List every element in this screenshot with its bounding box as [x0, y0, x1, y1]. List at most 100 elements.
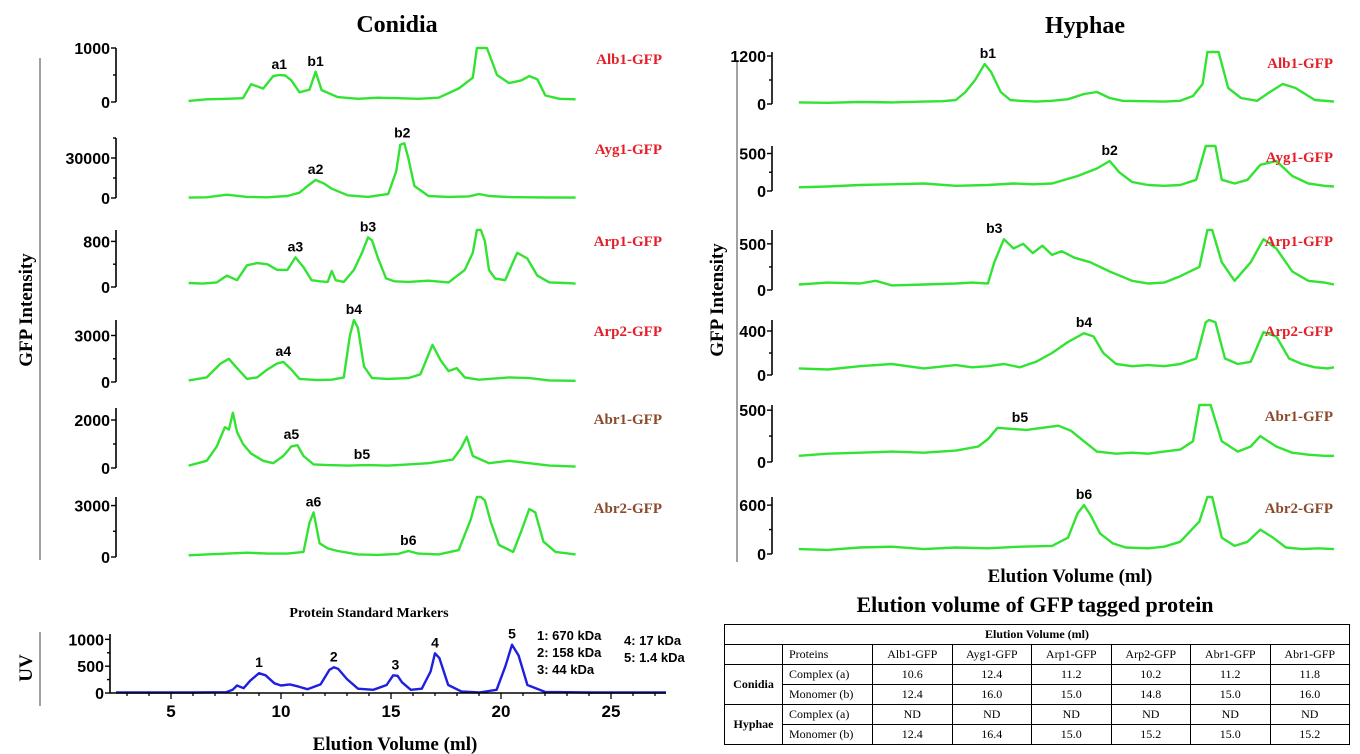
- elution-table: Elution Volume (ml) Proteins Alb1-GFP Ay…: [724, 624, 1350, 745]
- table-cell: ND: [1190, 704, 1271, 725]
- table-cell: 10.6: [872, 664, 953, 685]
- hyphae-ayg1-gfp-y-tick-label: 500: [739, 147, 766, 164]
- col-arp2: Arp2-GFP: [1110, 644, 1191, 665]
- conidia-abr2-gfp-y-tick-label: 3000: [74, 499, 110, 516]
- uv-x-tick-label: 20: [492, 702, 511, 721]
- row-label: Monomer (b): [782, 684, 873, 705]
- uv-protein-standard-markers-peak-label-1: 1: [255, 654, 263, 670]
- row-label: Complex (a): [782, 704, 873, 725]
- conidia-arp1-gfp-y-tick-label: 800: [83, 234, 110, 251]
- table-cell: 11.8: [1269, 664, 1350, 685]
- table-cell: 12.4: [872, 724, 953, 745]
- table-cell: 16.0: [951, 684, 1032, 705]
- table-row: Conidia Complex (a) 10.6 12.4 11.2 10.2 …: [724, 664, 1350, 705]
- table-cell: 10.2: [1110, 664, 1191, 685]
- table-cell: 12.4: [872, 684, 953, 705]
- col-abr1: Abr1-GFP: [1190, 644, 1271, 665]
- hyphae-ayg1-gfp-panel: 0 500 b2 Ayg1-GFP: [739, 142, 1335, 201]
- conidia-arp1-gfp-peak-label-a3: a3: [288, 238, 304, 254]
- hyphae-abr1-gfp-y-tick-label: 0: [757, 455, 766, 472]
- col-ayg1: Ayg1-GFP: [951, 644, 1032, 665]
- conidia-arp1-gfp-y-tick-label: 0: [101, 280, 110, 297]
- col-arp1: Arp1-GFP: [1031, 644, 1112, 665]
- conidia-alb1-gfp-peak-label-a1: a1: [272, 56, 288, 72]
- col-proteins: Proteins: [782, 644, 873, 665]
- conidia-arp1-gfp-panel: 0 800 a3 b3 Arp1-GFP: [83, 218, 662, 297]
- uv-x-tick-label: 25: [602, 702, 621, 721]
- conidia-arp2-gfp-series-line: [188, 318, 576, 382]
- hyphae-abr2-gfp-tag: Abr2-GFP: [1265, 501, 1333, 517]
- uv-protein-standard-markers-y-tick-label: 1000: [68, 632, 104, 649]
- table-cell: 11.2: [1031, 664, 1112, 685]
- table-cell: 15.0: [1031, 724, 1112, 745]
- conidia-ylabel: GFP Intensity: [16, 253, 37, 367]
- hyphae-arp2-gfp-panel: 0 400 b4 Arp2-GFP: [739, 314, 1335, 385]
- row-label: Monomer (b): [782, 724, 873, 745]
- conidia-arp2-gfp-y-tick-label: 0: [101, 375, 110, 392]
- conidia-abr1-gfp-series-line: [188, 411, 576, 468]
- hyphae-arp2-gfp-peak-label-b4: b4: [1076, 314, 1093, 330]
- hyphae-arp1-gfp-y-tick-label: 500: [739, 237, 766, 254]
- conidia-abr1-gfp-y-tick-label: 0: [101, 461, 110, 478]
- conidia-abr2-gfp-peak-label-b6: b6: [400, 532, 417, 548]
- conidia-abr2-gfp-peak-label-a6: a6: [306, 493, 322, 509]
- hyphae-arp1-gfp-peak-label-b3: b3: [986, 220, 1003, 236]
- table-cell: 11.2: [1190, 664, 1271, 685]
- conidia-ayg1-gfp-peak-label-b2: b2: [394, 124, 411, 140]
- conidia-arp1-gfp-tag: Arp1-GFP: [594, 234, 662, 250]
- conidia-alb1-gfp-panel: 0 1000 a1 b1 Alb1-GFP: [74, 41, 662, 112]
- conidia-alb1-gfp-series-line: [188, 46, 576, 103]
- hyphae-abr1-gfp-peak-label-b5: b5: [1012, 409, 1029, 425]
- conidia-ayg1-gfp-peak-label-a2: a2: [308, 161, 324, 177]
- conidia-abr2-gfp-y-tick-label: 0: [101, 550, 110, 567]
- col-alb1: Alb1-GFP: [872, 644, 953, 665]
- hyphae-ayg1-gfp-tag: Ayg1-GFP: [1266, 150, 1333, 166]
- table-cell: ND: [1110, 704, 1191, 725]
- conidia-ayg1-gfp-y-tick-label: 30000: [66, 151, 111, 168]
- table-cell: ND: [951, 704, 1032, 725]
- conidia-alb1-gfp-y-tick-label: 0: [101, 95, 110, 112]
- conidia-abr2-gfp-tag: Abr2-GFP: [594, 501, 662, 517]
- conidia-arp2-gfp-peak-label-b4: b4: [346, 301, 363, 317]
- uv-x-tick-label: 15: [382, 702, 401, 721]
- uv-ylabel: UV: [16, 654, 37, 682]
- table-row: Monomer (b) 12.4 16.0 15.0 14.8 15.0 16.…: [725, 684, 1350, 705]
- hyphae-abr1-gfp-y-tick-label: 500: [739, 403, 766, 420]
- table-cell: 15.0: [1190, 724, 1271, 745]
- conidia-title: Conidia: [356, 12, 437, 38]
- conidia-ayg1-gfp-panel: 0 30000 a2 b2 Ayg1-GFP: [66, 124, 663, 208]
- conidia-abr2-gfp-panel: 0 3000 a6 b6 Abr2-GFP: [74, 493, 662, 567]
- uv-protein-standard-markers-y-tick-label: 0: [95, 686, 104, 703]
- conidia-arp2-gfp-peak-label-a4: a4: [276, 343, 292, 359]
- conidia-abr1-gfp-panel: 0 2000 a5 b5 Abr1-GFP: [74, 408, 662, 478]
- uv-legend-item: 3: 44 kDa: [537, 662, 595, 677]
- conidia-ayg1-gfp-tag: Ayg1-GFP: [595, 142, 662, 158]
- conidia-abr2-gfp-series-line: [188, 495, 576, 557]
- hyphae-abr2-gfp-panel: 0 600 b6 Abr2-GFP: [739, 486, 1335, 564]
- table-corner-cell: [724, 644, 783, 665]
- conidia-arp1-gfp-series-line: [188, 228, 576, 285]
- conidia-ayg1-gfp-series-line: [188, 142, 576, 199]
- table-cell: ND: [872, 704, 953, 725]
- hyphae-xlabel: Elution Volume (ml): [988, 566, 1153, 587]
- conidia-arp2-gfp-panel: 0 3000 a4 b4 Arp2-GFP: [74, 301, 662, 392]
- uv-protein-standard-markers-series-line: [116, 643, 666, 694]
- hyphae-title: Hyphae: [1045, 13, 1125, 39]
- hyphae-abr1-gfp-series-line: [798, 403, 1334, 457]
- hyphae-ylabel: GFP Intensity: [707, 243, 728, 357]
- hyphae-ayg1-gfp-series-line: [798, 144, 1335, 189]
- uv-protein-standard-markers-peak-label-5: 5: [508, 626, 516, 642]
- hyphae-abr1-gfp-tag: Abr1-GFP: [1265, 409, 1333, 425]
- hyphae-abr1-gfp-panel: 0 500 b5 Abr1-GFP: [739, 403, 1334, 472]
- conidia-alb1-gfp-y-tick-label: 1000: [74, 41, 110, 58]
- hyphae-abr2-gfp-y-tick-label: 600: [739, 498, 766, 515]
- hyphae-arp1-gfp-y-tick-label: 0: [757, 283, 766, 300]
- uv-legend-item: 1: 670 kDa: [537, 628, 602, 643]
- hyphae-ayg1-gfp-peak-label-b2: b2: [1101, 142, 1118, 158]
- uv-protein-standard-markers-peak-label-2: 2: [330, 648, 338, 664]
- hyphae-alb1-gfp-panel: 0 1200 b1 Alb1-GFP: [730, 45, 1335, 114]
- hyphae-alb1-gfp-series-line: [798, 50, 1335, 105]
- group-conidia: Conidia: [724, 664, 783, 705]
- hyphae-arp2-gfp-tag: Arp2-GFP: [1265, 324, 1333, 340]
